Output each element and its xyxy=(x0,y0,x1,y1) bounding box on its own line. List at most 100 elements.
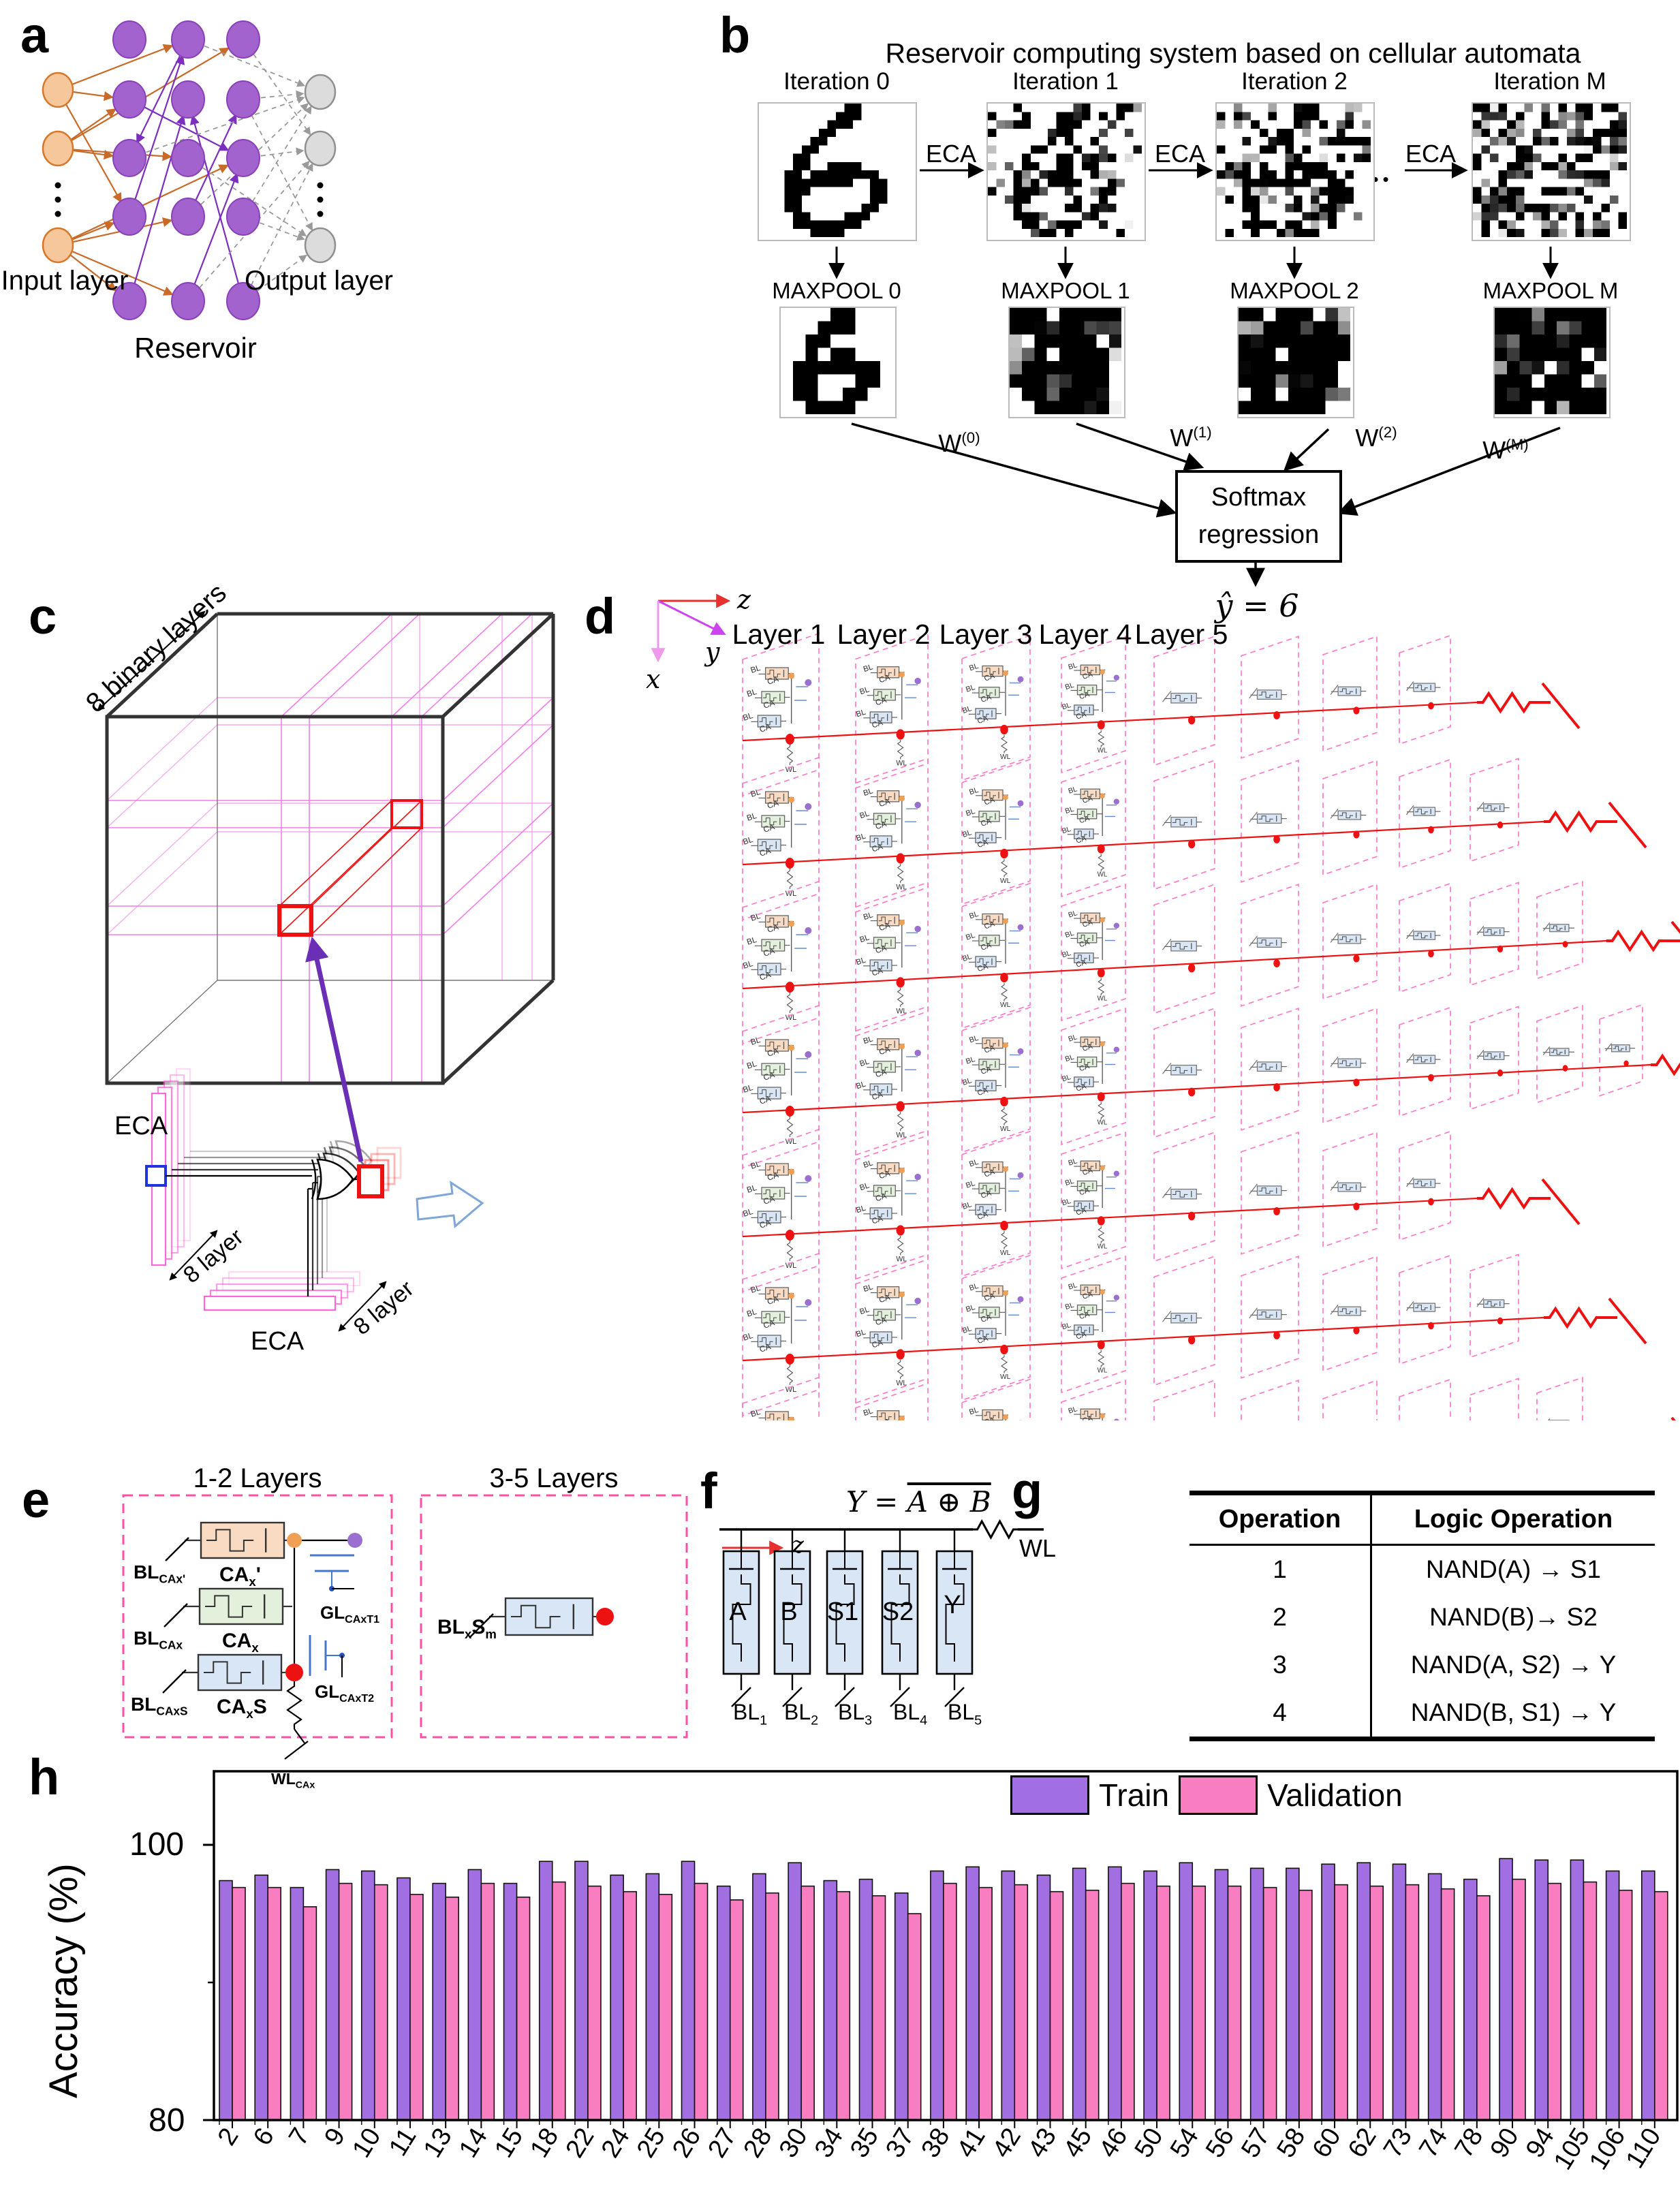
validation-bar xyxy=(907,1913,922,2121)
svg-text:WL: WL xyxy=(896,760,907,768)
selected-cell-back xyxy=(390,799,423,829)
array-cell xyxy=(1469,1378,1519,1420)
x-tick-label: 28 xyxy=(738,2123,778,2163)
svg-text:BL: BL xyxy=(968,1406,980,1417)
table-row: 1 NAND(A) → S1 xyxy=(1189,1546,1655,1593)
svg-text:BL: BL xyxy=(968,786,980,797)
x-tick-label: 56 xyxy=(1200,2123,1240,2163)
table-row: 4 NAND(B, S1) → Y xyxy=(1189,1689,1655,1737)
svg-text:WL: WL xyxy=(785,1510,797,1518)
svg-text:BL: BL xyxy=(749,1159,762,1171)
softmax-line2: regression xyxy=(1198,520,1320,549)
reservoir-edges xyxy=(57,39,313,302)
validation-bar xyxy=(1440,1888,1455,2121)
validation-bar xyxy=(729,1899,744,2121)
x-tick-label: 10 xyxy=(347,2123,386,2163)
bl5-label: BL5 xyxy=(948,1700,982,1728)
svg-text:CA: CA xyxy=(1081,794,1094,805)
validation-bar xyxy=(1298,1889,1313,2121)
train-bar xyxy=(858,1878,873,2121)
svg-text:BL: BL xyxy=(1061,1445,1072,1455)
array-cell xyxy=(1399,1254,1451,1365)
validation-bar xyxy=(658,1893,673,2121)
panel-c-cube xyxy=(97,610,555,1085)
reservoir-node xyxy=(171,80,205,119)
x-tick-label: 50 xyxy=(1130,2123,1169,2163)
svg-text:BL: BL xyxy=(961,1076,973,1087)
svg-text:BL: BL xyxy=(968,1158,980,1169)
train-bar xyxy=(1356,1862,1371,2121)
array-cell xyxy=(1153,1007,1215,1138)
x-tick-label: 54 xyxy=(1165,2123,1204,2163)
x-tick-label: 15 xyxy=(489,2123,529,2163)
train-bar xyxy=(1499,1858,1513,2121)
table-row: 3 NAND(A, S2) → Y xyxy=(1189,1641,1655,1689)
expand-arrow xyxy=(416,1180,484,1228)
svg-text:BL: BL xyxy=(968,910,980,921)
validation-bar xyxy=(587,1885,602,2121)
x-tick-label: 110 xyxy=(1621,2123,1667,2174)
x-tick-label: 30 xyxy=(774,2123,813,2163)
svg-text:CA: CA xyxy=(875,696,888,707)
validation-bar xyxy=(623,1890,637,2121)
svg-text:CA: CA xyxy=(875,1068,888,1079)
svg-text:WL: WL xyxy=(1000,877,1011,885)
svg-text:BL: BL xyxy=(859,1181,871,1192)
purple-terminal xyxy=(347,1533,362,1548)
svg-text:CA: CA xyxy=(878,1046,891,1057)
x-tick-label: 2 xyxy=(213,2123,245,2151)
validation-bar xyxy=(1512,1878,1526,2121)
svg-text:CA: CA xyxy=(875,1316,888,1327)
train-bar xyxy=(1036,1874,1051,2121)
svg-text:BL: BL xyxy=(965,1427,976,1438)
array-cell xyxy=(1399,758,1451,869)
svg-text:BL: BL xyxy=(859,1305,871,1316)
x-tick-label: 6 xyxy=(248,2123,280,2151)
cell-A-label: A xyxy=(729,1598,747,1626)
svg-text:CA: CA xyxy=(878,1170,891,1181)
layer-5-label: Layer 5 xyxy=(1134,619,1228,650)
x-tick-label: 78 xyxy=(1449,2123,1489,2163)
svg-text:BL: BL xyxy=(1068,785,1078,795)
train-bar xyxy=(1392,1863,1407,2121)
train-bar xyxy=(823,1880,838,2121)
cell-B-label: B xyxy=(780,1598,798,1626)
svg-text:CA: CA xyxy=(1078,1186,1091,1197)
svg-text:CA: CA xyxy=(1081,918,1094,929)
svg-text:CA: CA xyxy=(1078,1310,1091,1321)
maxpool-M-image xyxy=(1495,308,1606,414)
reservoir-node xyxy=(226,80,260,119)
svg-text:BL: BL xyxy=(742,959,755,971)
svg-text:BL: BL xyxy=(859,809,871,820)
gl-caxt1-label: GLCAxT1 xyxy=(320,1602,380,1626)
svg-text:BL: BL xyxy=(965,683,976,694)
svg-text:WL: WL xyxy=(896,1380,907,1388)
x-tick-label: 74 xyxy=(1414,2123,1453,2163)
validation-bar xyxy=(1654,1890,1668,2121)
svg-text:CA: CA xyxy=(875,1192,888,1203)
reservoir-node xyxy=(112,282,146,320)
input-node xyxy=(42,72,74,108)
cell-S2-label: S2 xyxy=(882,1598,914,1626)
layer-3-label: Layer 3 xyxy=(939,619,1033,650)
validation-bar xyxy=(1618,1889,1633,2121)
svg-text:CA: CA xyxy=(1081,1166,1094,1177)
fefet-cell xyxy=(935,1550,974,1675)
svg-text:BL: BL xyxy=(961,952,973,963)
array-cell xyxy=(1153,759,1215,890)
svg-text:BL: BL xyxy=(1064,1301,1075,1311)
bl4-label: BL4 xyxy=(893,1700,928,1728)
bl-cax-label: BLCAx xyxy=(134,1628,183,1652)
axis-z-label: z xyxy=(737,585,751,614)
svg-text:BL: BL xyxy=(859,1057,871,1068)
op-2: 2 xyxy=(1273,1603,1287,1631)
train-bar xyxy=(1534,1859,1549,2121)
reservoir-node xyxy=(226,20,260,59)
array-cell xyxy=(1153,1379,1215,1420)
validation-bar xyxy=(551,1881,566,2121)
